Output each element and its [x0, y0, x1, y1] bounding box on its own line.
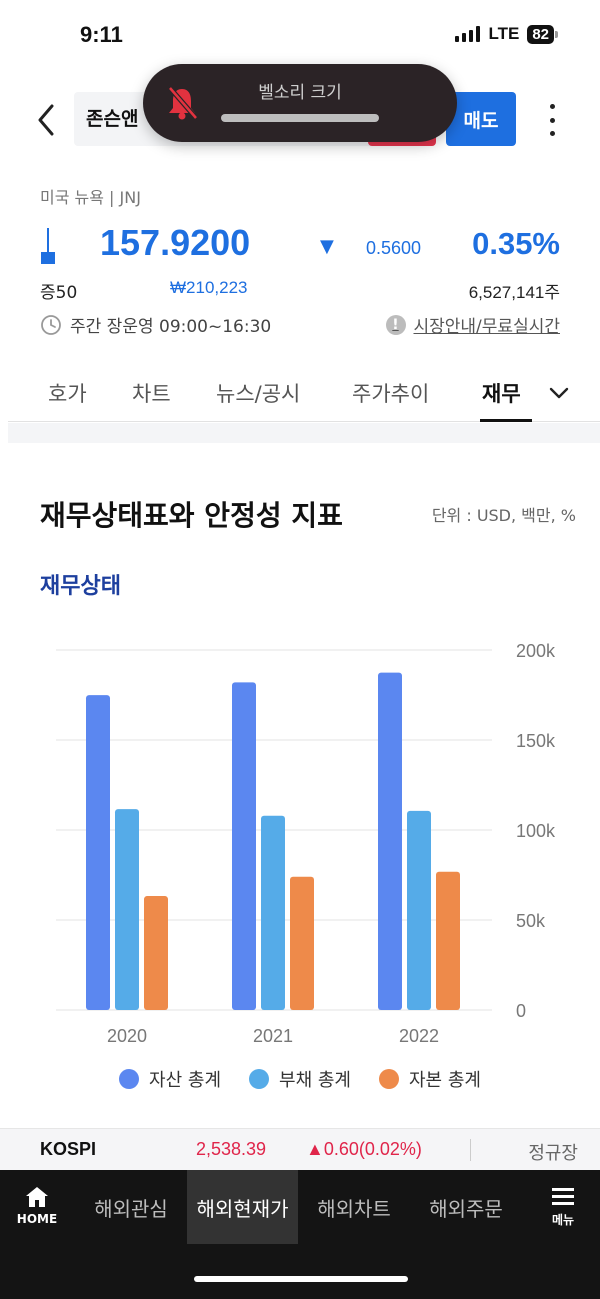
y-tick-label: 200k [516, 641, 556, 661]
chevron-left-icon [38, 104, 54, 136]
signal-icon [455, 26, 481, 42]
volume-hud: 벨소리 크기 [143, 64, 457, 142]
y-tick-label: 50k [516, 911, 546, 931]
session-text: 주간 장운영 09:00~16:30 [70, 317, 272, 337]
home-indicator [194, 1276, 408, 1282]
x-tick-label: 2020 [107, 1026, 147, 1046]
legend-swatch [119, 1069, 140, 1089]
bar-2020-0 [86, 695, 110, 1010]
bar-2021-1 [261, 815, 285, 1010]
bell-muted-icon [168, 86, 198, 120]
active-tab-indicator [480, 419, 532, 422]
tab-chart[interactable]: 차트 [132, 382, 171, 406]
market-session: 정규장 [528, 1143, 578, 1164]
trade-volume: 6,527,141주 [468, 283, 560, 302]
bar-2021-2 [290, 876, 314, 1010]
legend-item: 부채 총계 [249, 1066, 351, 1092]
margin-rate: 증50 [40, 283, 78, 303]
index-name: KOSPI [40, 1139, 97, 1159]
price-change-pct: 0.35% [472, 226, 560, 261]
legend-label: 자본 총계 [408, 1070, 481, 1091]
volume-level-bar [221, 114, 379, 122]
market-info-text[interactable]: 시장안내/무료실시간 [413, 317, 561, 337]
session-hours: 주간 장운영 09:00~16:30 [40, 312, 271, 337]
status-bar: 9:11 LTE 82 [0, 0, 600, 70]
market-label: 미국 뉴욕 | JNJ [40, 188, 141, 207]
index-change: ▲0.60(0.02%) [306, 1139, 422, 1159]
balance-sheet-chart: 200k 150k 100k 50k 0 2020 2021 2022 [56, 641, 556, 1046]
legend-item: 자본 총계 [378, 1066, 481, 1092]
home-icon [26, 1187, 48, 1207]
nav-menu[interactable]: 메뉴 [540, 1186, 586, 1228]
info-icon: ! [385, 314, 406, 335]
sell-button[interactable]: 매도 [446, 92, 516, 146]
hamburger-icon [552, 1188, 574, 1205]
nav-overseas-order[interactable]: 해외주문 [429, 1196, 503, 1221]
bar-2021-0 [232, 682, 256, 1010]
chevron-down-icon[interactable] [546, 380, 572, 406]
y-tick-label: 150k [516, 731, 556, 751]
bar-2022-2 [436, 871, 460, 1010]
bar-2022-0 [378, 672, 402, 1010]
volume-title: 벨소리 크기 [258, 83, 342, 103]
nav-overseas-chart[interactable]: 해외차트 [317, 1196, 391, 1221]
bar-2022-1 [407, 810, 431, 1010]
tab-financials[interactable]: 재무 [482, 382, 521, 406]
tab-bar: 호가 차트 뉴스/공시 주가추이 재무 [8, 362, 600, 422]
ticker-divider [470, 1139, 471, 1161]
section-divider [8, 423, 600, 443]
legend-swatch [378, 1069, 399, 1089]
network-label: LTE [488, 24, 520, 43]
price-change: 0.5600 [366, 238, 422, 258]
index-ticker[interactable]: KOSPI 2,538.39 ▲0.60(0.02%) 정규장 [0, 1128, 600, 1170]
current-price: 157.9200 [100, 222, 251, 263]
krw-price: ₩210,223 [170, 278, 248, 297]
market-info-link[interactable]: ! 시장안내/무료실시간 [385, 312, 561, 337]
nav-home-label: HOME [16, 1212, 58, 1226]
unit-label: 단위 : USD, 백만, % [431, 506, 576, 525]
nav-home[interactable]: HOME [14, 1186, 60, 1226]
index-value: 2,538.39 [196, 1139, 267, 1159]
bar-2020-2 [144, 896, 168, 1010]
down-arrow-icon: ▼ [320, 236, 334, 257]
nav-menu-label: 메뉴 [551, 1213, 575, 1227]
subsection-title: 재무상태 [40, 574, 121, 599]
more-icon[interactable] [540, 100, 564, 140]
legend-swatch [249, 1069, 270, 1089]
status-indicators: LTE 82 [455, 24, 558, 44]
bar-2020-1 [115, 809, 139, 1010]
status-time: 9:11 [80, 22, 123, 47]
legend-label: 자산 총계 [149, 1070, 222, 1091]
x-tick-label: 2022 [399, 1026, 439, 1046]
tab-news[interactable]: 뉴스/공시 [216, 382, 301, 406]
battery-icon: 82 [527, 24, 558, 44]
section-title: 재무상태표와 안정성 지표 [40, 499, 343, 532]
clock-icon [41, 314, 61, 335]
nav-overseas-quote[interactable]: 해외현재가 [187, 1170, 298, 1244]
candle-icon [41, 228, 55, 264]
tab-price-trend[interactable]: 주가추이 [352, 382, 430, 406]
legend-item: 자산 총계 [119, 1066, 221, 1092]
price-block: 157.9200 ▼ 0.5600 0.35% [0, 220, 600, 280]
y-tick-label: 100k [516, 821, 556, 841]
chart-legend: 자산 총계 부채 총계 자본 총계 [0, 1066, 600, 1092]
nav-overseas-watchlist[interactable]: 해외관심 [94, 1196, 168, 1221]
back-button[interactable] [32, 102, 62, 138]
tab-orderbook[interactable]: 호가 [48, 382, 87, 406]
x-tick-label: 2021 [253, 1026, 293, 1046]
y-tick-label: 0 [516, 1001, 526, 1021]
legend-label: 부채 총계 [279, 1070, 351, 1091]
